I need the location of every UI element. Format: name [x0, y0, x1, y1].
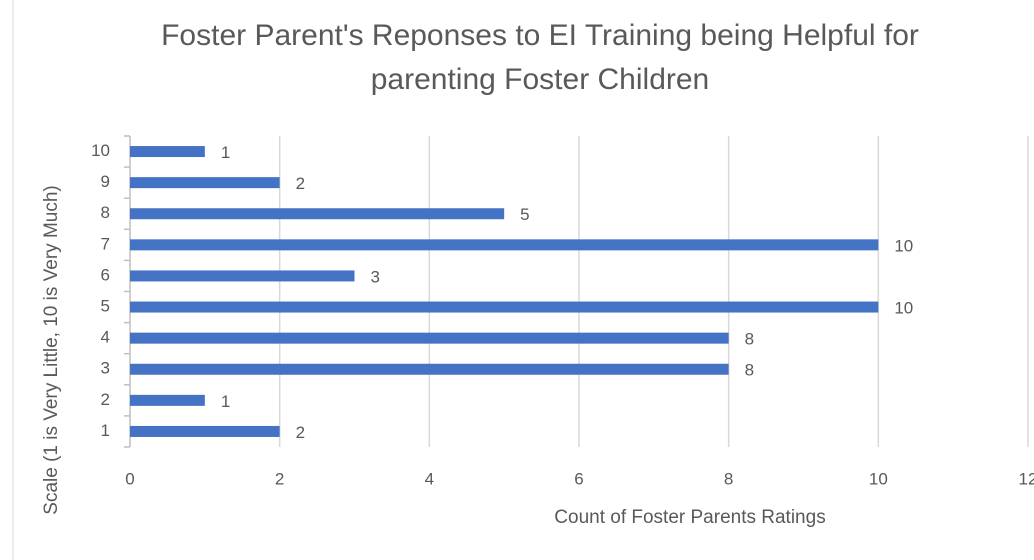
- bar: [130, 177, 280, 189]
- bar: [130, 208, 505, 220]
- chart-title: Foster Parent's Reponses to EI Training …: [161, 19, 919, 96]
- x-tick-label: 2: [275, 469, 284, 488]
- bar: [130, 394, 205, 406]
- x-tick-label: 12: [1019, 469, 1034, 488]
- bar: [130, 332, 729, 344]
- y-tick-label: 7: [101, 234, 110, 253]
- y-tick-label: 10: [91, 141, 110, 160]
- bar: [130, 425, 280, 437]
- y-tick-label: 9: [101, 172, 110, 191]
- data-label: 3: [371, 267, 380, 286]
- x-tick-label: 8: [724, 469, 733, 488]
- x-tick-label: 0: [125, 469, 134, 488]
- bar: [130, 270, 355, 282]
- data-label: 5: [520, 205, 529, 224]
- bar: [130, 239, 879, 251]
- y-tick-label: 8: [101, 203, 110, 222]
- data-label: 2: [296, 174, 305, 193]
- data-label: 8: [745, 361, 754, 380]
- data-label: 2: [296, 423, 305, 442]
- bar: [130, 146, 205, 158]
- x-tick-label: 4: [425, 469, 434, 488]
- y-tick-label: 6: [101, 265, 110, 284]
- y-axis-label: Scale (1 is Very Little, 10 is Very Much…: [41, 185, 62, 514]
- y-tick-label: 1: [101, 421, 110, 440]
- y-tick-label: 4: [101, 328, 110, 347]
- data-label: 10: [894, 299, 913, 318]
- data-label: 10: [894, 236, 913, 255]
- x-tick-label: 10: [869, 469, 888, 488]
- data-label: 1: [221, 392, 230, 411]
- x-tick-label: 6: [574, 469, 583, 488]
- y-tick-label: 3: [101, 359, 110, 378]
- x-axis-label: Count of Foster Parents Ratings: [554, 507, 825, 528]
- y-tick-label: 5: [101, 297, 110, 316]
- y-tick-label: 2: [101, 390, 110, 409]
- bar: [130, 301, 879, 313]
- data-label: 1: [221, 143, 230, 162]
- bar: [130, 363, 729, 375]
- data-label: 8: [745, 330, 754, 349]
